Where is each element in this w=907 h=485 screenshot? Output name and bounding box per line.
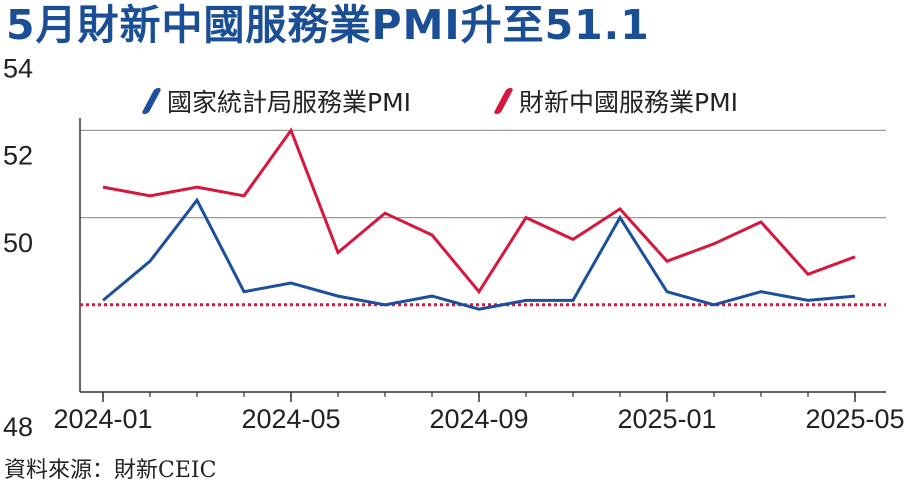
legend-swatch-red [493, 88, 514, 114]
legend: 國家統計局服務業PMI 財新中國服務業PMI [0, 83, 907, 119]
x-tick-labels: 2024-01 2024-05 2024-09 2025-01 2025-05 [53, 392, 905, 434]
legend-item-caixin: 財新中國服務業PMI [493, 83, 739, 119]
x-tick-label-2024-01: 2024-01 [53, 404, 152, 434]
y-tick-label-50: 50 [3, 228, 33, 258]
series-line-caixin [102, 127, 856, 295]
gridlines [80, 129, 886, 219]
legend-label-caixin: 財新中國服務業PMI [519, 88, 739, 117]
legend-label-nbs: 國家統計局服務業PMI [167, 88, 412, 117]
y-tick-labels: 48 50 52 54 [3, 53, 33, 442]
y-tick-label-54: 54 [3, 53, 33, 83]
source-note: 資料來源：財新CEIC [4, 458, 217, 483]
y-tick-label-48: 48 [3, 412, 33, 442]
legend-item-nbs: 國家統計局服務業PMI [141, 83, 412, 119]
series-lines [102, 127, 856, 311]
chart-title: 5月財新中國服務業PMI升至51.1 [6, 1, 650, 49]
x-tick-label-2024-05: 2024-05 [241, 404, 340, 434]
x-tick-label-2025-05: 2025-05 [805, 404, 904, 434]
y-tick-label-52: 52 [3, 141, 33, 171]
legend-swatch-blue [141, 88, 162, 114]
x-tick-label-2025-01: 2025-01 [617, 404, 716, 434]
x-tick-label-2024-09: 2024-09 [429, 404, 528, 434]
